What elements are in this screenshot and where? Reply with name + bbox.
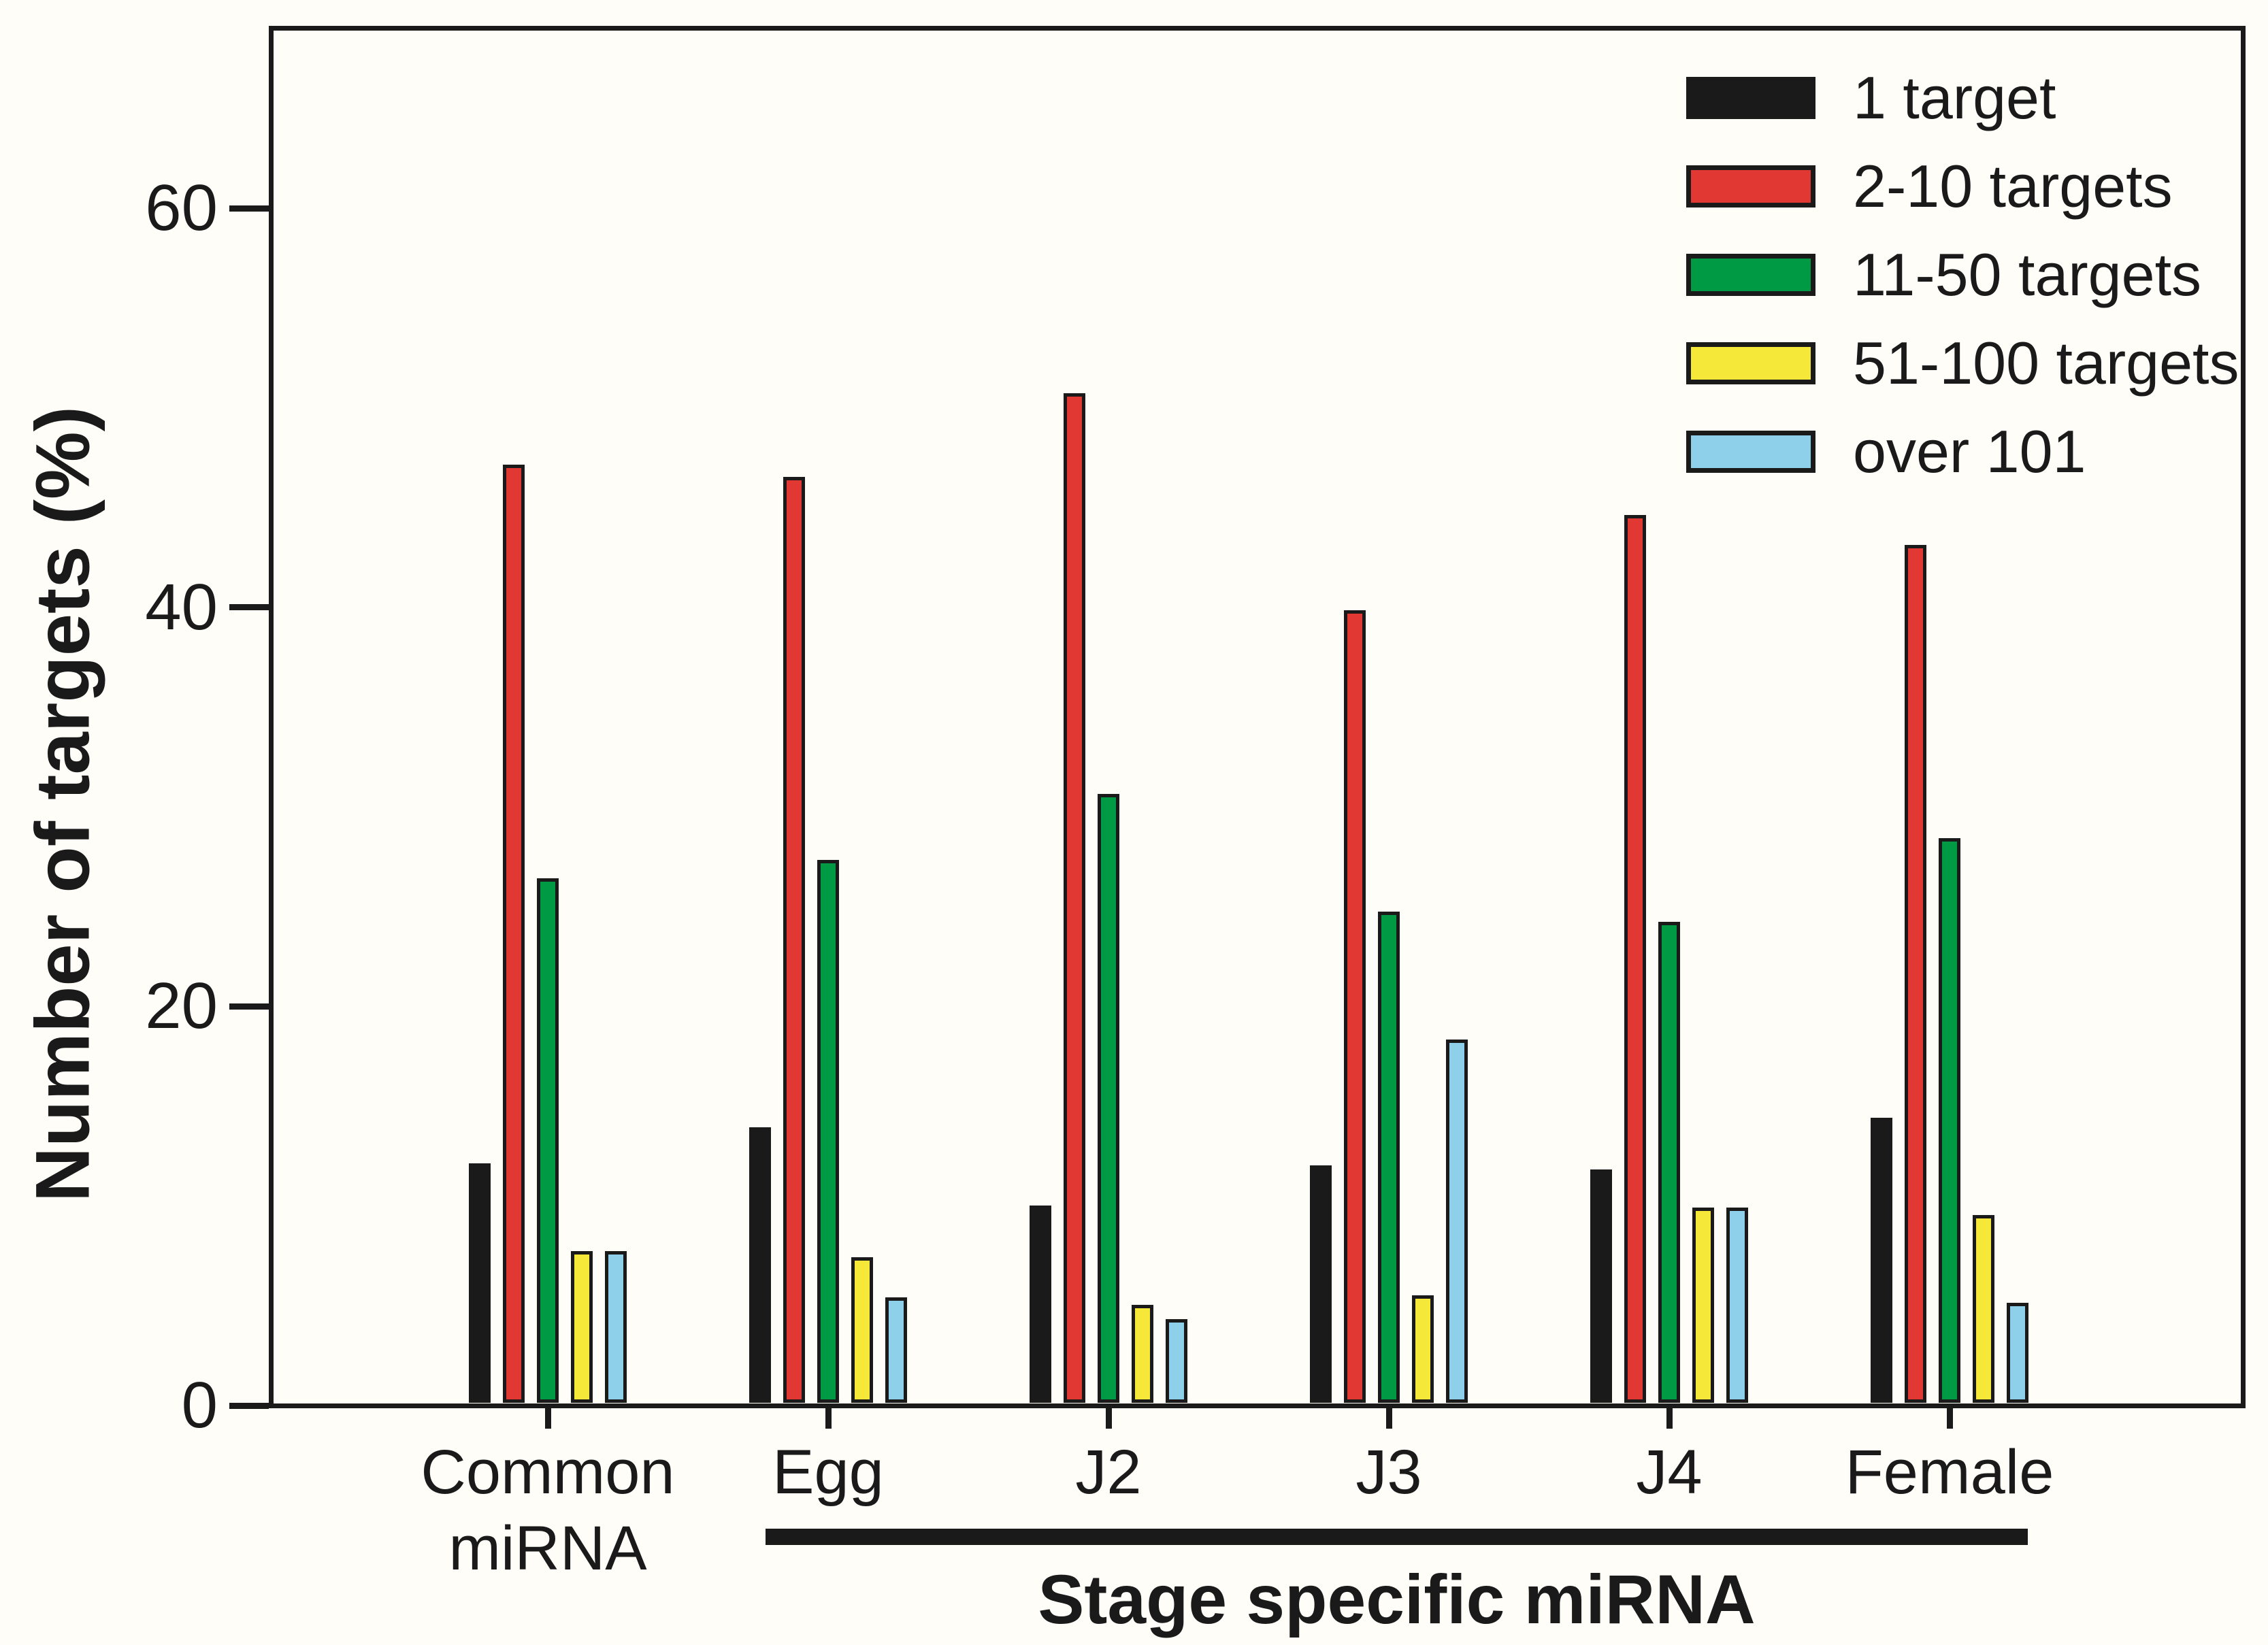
legend-label: 11-50 targets	[1853, 241, 2202, 308]
bar	[503, 465, 525, 1403]
bar	[1064, 393, 1085, 1403]
bar	[571, 1251, 593, 1403]
bar	[1939, 838, 1960, 1403]
legend: 1 target 2-10 targets 11-50 targets 51-100 …	[1686, 68, 2239, 482]
bar	[605, 1251, 627, 1403]
legend-row: 2-10 targets	[1686, 156, 2239, 216]
x-axis-tick	[1666, 1408, 1673, 1429]
y-axis-tick-label: 60	[145, 171, 218, 244]
legend-label: over 101	[1853, 418, 2086, 485]
x-axis-category-label: Common miRNA	[421, 1438, 675, 1583]
bar	[1590, 1169, 1612, 1403]
legend-swatch	[1686, 254, 1815, 296]
y-axis-tick-label: 0	[181, 1369, 218, 1442]
legend-row: 11-50 targets	[1686, 245, 2239, 305]
legend-swatch	[1686, 342, 1815, 384]
bar	[1726, 1208, 1748, 1403]
bar	[1871, 1118, 1892, 1403]
x-axis-category-label: Female	[1845, 1438, 2054, 1507]
x-axis-tick	[1946, 1408, 1953, 1429]
legend-swatch	[1686, 431, 1815, 473]
x-axis-category-label: J2	[1075, 1438, 1142, 1507]
bar	[1692, 1208, 1714, 1403]
legend-row: 1 target	[1686, 68, 2239, 128]
bar	[1446, 1040, 1468, 1403]
bar	[469, 1163, 491, 1403]
bar	[1030, 1206, 1051, 1403]
bar	[1973, 1215, 1994, 1403]
bar	[1624, 515, 1646, 1403]
legend-label: 51-100 targets	[1853, 329, 2239, 397]
stage-specific-underline	[766, 1529, 2028, 1545]
legend-row: over 101	[1686, 422, 2239, 482]
bar	[1378, 912, 1400, 1403]
legend-label: 1 target	[1853, 64, 2056, 131]
x-axis-tick	[825, 1408, 832, 1429]
legend-row: 51-100 targets	[1686, 333, 2239, 393]
y-axis-tick	[229, 1402, 269, 1409]
x-axis-tick	[544, 1408, 551, 1429]
x-axis-category-label: Egg	[772, 1438, 884, 1507]
x-axis-tick	[1385, 1408, 1392, 1429]
bar	[1658, 922, 1680, 1403]
bar	[1098, 794, 1119, 1403]
y-axis-title: Number of targets (%)	[20, 406, 105, 1202]
bar	[783, 477, 805, 1403]
stage-specific-axis-title: Stage specific miRNA	[1038, 1561, 1756, 1638]
legend-swatch	[1686, 77, 1815, 119]
y-axis-tick	[229, 604, 269, 611]
x-axis-category-label: J3	[1355, 1438, 1422, 1507]
y-axis-tick	[229, 1003, 269, 1010]
bar	[1412, 1295, 1434, 1403]
bar	[1905, 545, 1926, 1403]
bar	[851, 1257, 873, 1403]
plot-frame	[269, 26, 2246, 1408]
y-axis-tick	[229, 205, 269, 212]
bar	[2007, 1303, 2028, 1403]
bar	[885, 1297, 907, 1403]
bar	[817, 860, 839, 1403]
bar	[1344, 610, 1366, 1403]
legend-label: 2-10 targets	[1853, 152, 2173, 220]
y-axis-tick-label: 20	[145, 969, 218, 1043]
bar	[1132, 1305, 1153, 1403]
x-axis-tick	[1105, 1408, 1112, 1429]
legend-swatch	[1686, 165, 1815, 207]
bar	[1310, 1165, 1332, 1403]
bar	[749, 1127, 771, 1403]
x-axis-category-label: J4	[1636, 1438, 1703, 1507]
y-axis-tick-label: 40	[145, 570, 218, 644]
bar	[1166, 1319, 1187, 1403]
bar	[537, 878, 559, 1403]
